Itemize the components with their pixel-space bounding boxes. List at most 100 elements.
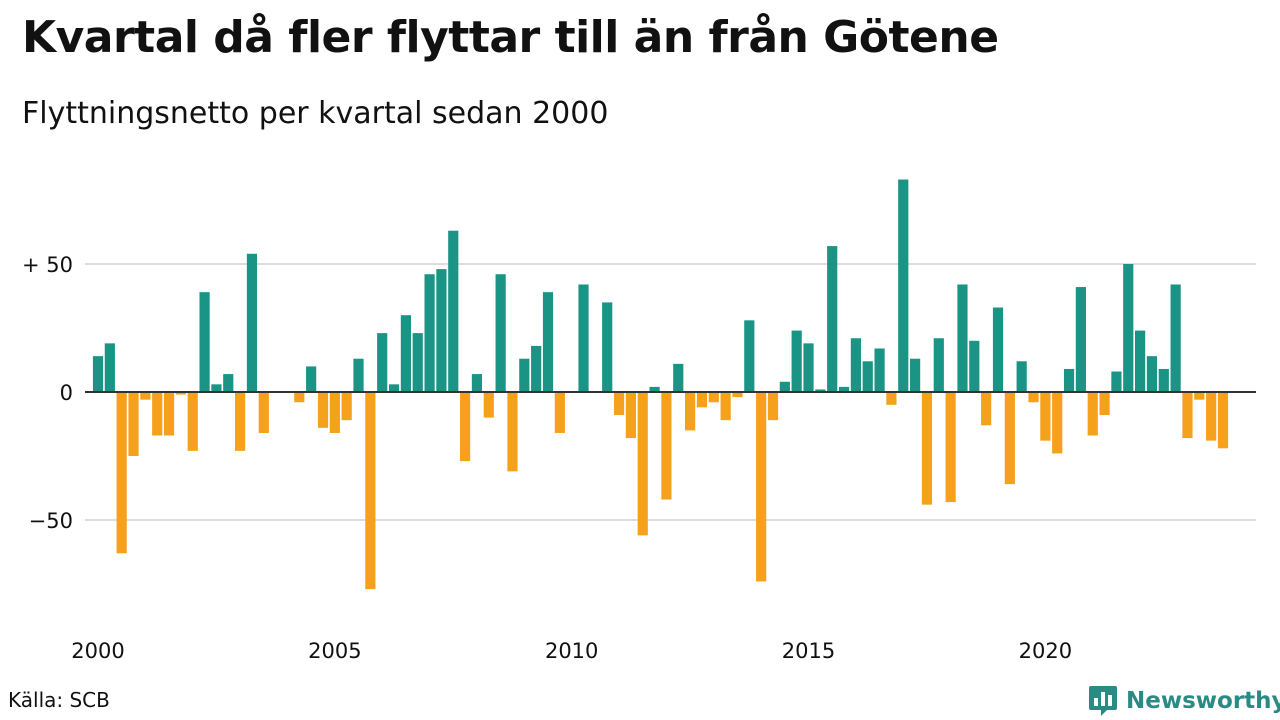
bar-2003K2 [246,253,258,392]
bar-2006K3 [400,315,411,392]
bar-2017K2 [910,358,921,392]
bar-2009K2 [531,345,542,392]
bar-2008K3 [495,274,506,392]
bar-2007K1 [424,274,435,392]
bar-2021K4 [1123,264,1134,392]
bar-2008K4 [507,392,518,472]
bar-2016K4 [886,392,897,405]
bar-2000K4 [128,392,139,456]
bar-2002K2 [199,292,210,392]
bar-chart-speech-bubble-icon [1089,686,1117,716]
source-label: Källa: SCB [8,688,110,712]
x-tick-label: 2020 [1019,639,1072,663]
bar-2000K3 [116,392,127,554]
bar-2017K1 [898,179,909,392]
bar-2018K1 [945,392,956,503]
bar-2020K2 [1052,392,1063,454]
bar-2012K2 [673,363,684,392]
bar-2013K3 [732,392,743,398]
bar-chart: + 50 0 −50 2000 2005 2010 2015 2020 [22,179,1256,663]
bar-2001K1 [140,392,151,400]
bar-2013K1 [708,392,719,403]
bar-2021K2 [1099,392,1110,416]
bar-2014K3 [779,381,790,392]
y-tick-label: + 50 [22,253,73,277]
brand-name: Newsworthy [1126,688,1280,714]
bar-2006K1 [377,333,388,392]
x-axis-ticks: 2000 2005 2010 2015 2020 [71,639,1072,663]
bar-2015K2 [815,389,826,392]
bar-2019K4 [1028,392,1039,403]
x-tick-label: 2005 [308,639,361,663]
bar-2020K1 [1040,392,1051,441]
bar-2018K3 [969,340,980,392]
bar-2017K4 [933,338,944,392]
bar-2021K3 [1111,371,1122,392]
bar-2023K4 [1217,392,1229,449]
bar-2000K2 [104,343,115,392]
x-tick-label: 2010 [545,639,598,663]
bar-2014K4 [791,330,802,392]
bar-2004K4 [317,392,329,428]
bar-2022K4 [1170,284,1181,392]
bar-2016K3 [874,348,885,392]
bar-2014K1 [756,392,767,582]
bar-2021K1 [1087,392,1098,436]
bar-2002K3 [211,384,222,392]
bar-2022K1 [1135,330,1146,392]
bar-2008K2 [483,392,494,418]
bar-2008K1 [471,374,483,392]
bar-2020K3 [1063,368,1075,392]
bar-2007K2 [436,269,447,392]
bar-2016K2 [862,361,873,392]
bar-2000K1 [92,356,104,392]
bar-2001K3 [163,392,175,436]
y-axis-ticks: + 50 0 −50 [22,253,73,533]
bar-2005K1 [329,392,340,433]
bar-2015K1 [803,343,814,392]
bar-2018K4 [981,392,992,426]
bar-2018K2 [957,284,968,392]
bar-2002K1 [187,392,198,451]
bars [92,179,1229,590]
grid-lines [85,263,1256,521]
bar-2020K4 [1075,287,1086,392]
bar-2015K3 [827,246,838,392]
bar-2016K1 [850,338,861,392]
x-tick-label: 2000 [71,639,124,663]
bar-2001K4 [175,392,186,395]
bar-2010K4 [602,302,613,392]
bar-2005K4 [365,392,376,590]
bar-2012K3 [685,392,696,431]
bar-2003K3 [258,392,269,433]
bar-2017K3 [921,392,933,505]
bar-2022K2 [1146,356,1158,392]
bar-2010K2 [578,284,589,392]
bar-2023K2 [1194,392,1205,400]
bar-2007K4 [460,392,471,462]
bar-2011K3 [637,392,648,536]
bar-2015K4 [838,386,850,392]
bar-2019K3 [1016,361,1027,392]
bar-2012K1 [661,392,672,500]
bar-2023K3 [1206,392,1217,441]
y-tick-label: 0 [60,381,73,405]
bar-2022K3 [1158,368,1169,392]
chart-title: Kvartal då fler flyttar till än från Göt… [22,12,999,63]
bar-2014K2 [767,392,779,421]
bar-2009K4 [554,392,565,433]
bar-2019K2 [1004,392,1015,485]
bar-2019K1 [992,307,1004,392]
bar-2006K4 [412,333,423,392]
bar-2003K1 [235,392,246,451]
bar-2023K1 [1182,392,1193,439]
bar-2011K4 [649,386,660,392]
bar-2011K1 [613,392,625,416]
x-tick-label: 2015 [782,639,835,663]
bar-2013K2 [720,392,731,421]
chart-subtitle: Flyttningsnetto per kvartal sedan 2000 [22,96,609,131]
bar-2001K2 [152,392,163,436]
y-tick-label: −50 [29,509,73,533]
bar-2009K3 [542,292,554,392]
bar-2005K2 [341,392,352,421]
